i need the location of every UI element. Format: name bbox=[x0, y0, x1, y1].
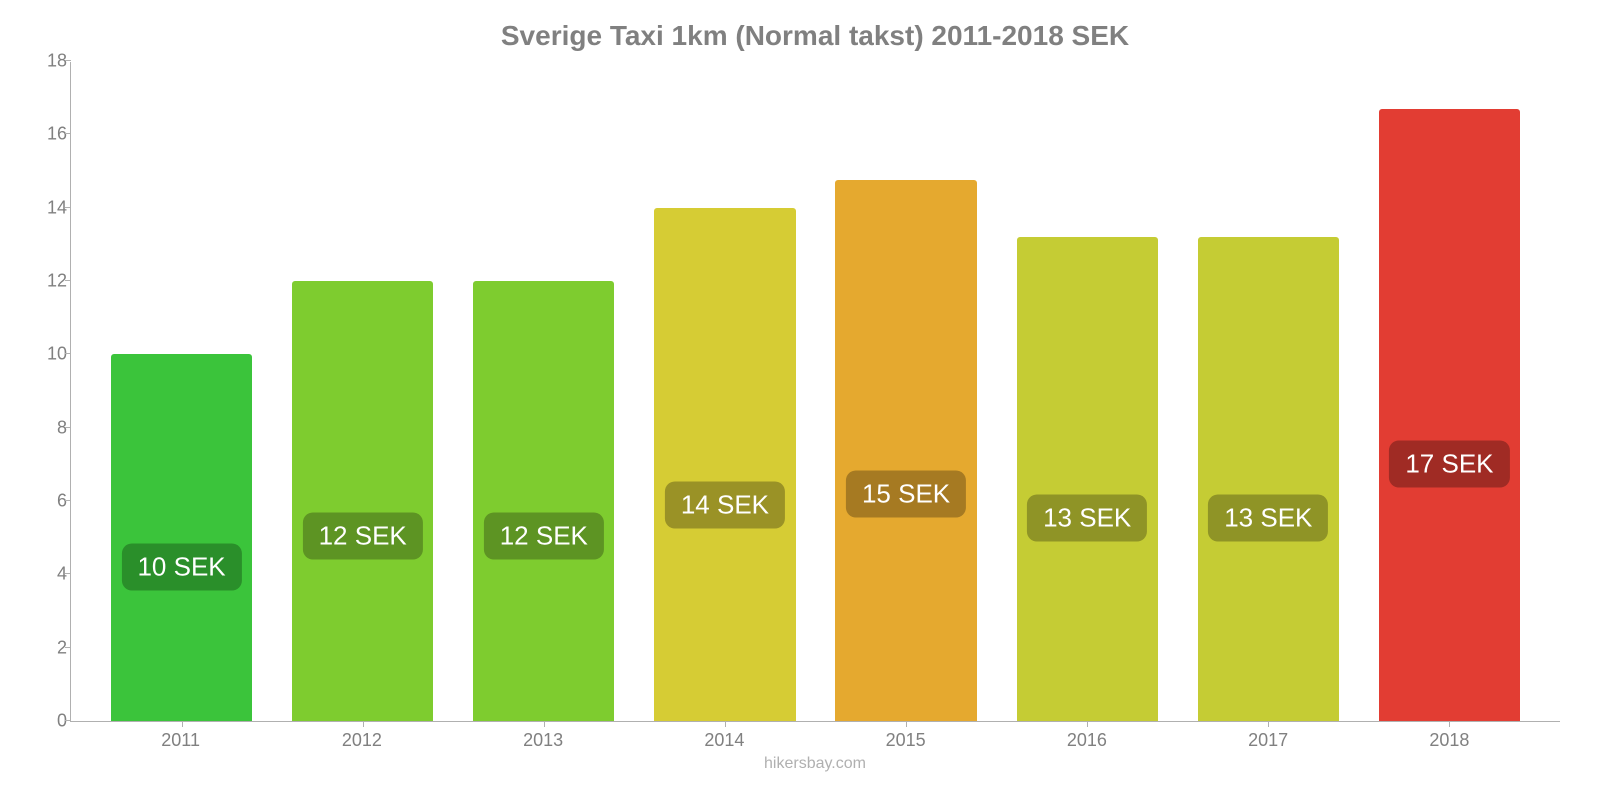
bar-value-badge: 13 SEK bbox=[1027, 494, 1147, 541]
x-axis-label: 2013 bbox=[453, 730, 634, 751]
bar: 17 SEK bbox=[1379, 109, 1520, 721]
bar-slot: 13 SEK bbox=[997, 62, 1178, 721]
x-tick-mark bbox=[1087, 721, 1088, 727]
y-tick-label: 16 bbox=[31, 124, 67, 145]
plot-area: 10 SEK 12 SEK 12 SEK 14 SEK 15 SEK 13 SEK 13 S… bbox=[70, 62, 1560, 722]
x-axis-label: 2016 bbox=[996, 730, 1177, 751]
x-axis-label: 2011 bbox=[90, 730, 271, 751]
bar-slot: 12 SEK bbox=[453, 62, 634, 721]
x-axis-labels: 20112012201320142015201620172018 bbox=[70, 730, 1560, 751]
bar-value-badge: 12 SEK bbox=[303, 513, 423, 560]
x-tick-mark bbox=[906, 721, 907, 727]
y-tick-label: 12 bbox=[31, 271, 67, 292]
x-axis-label: 2018 bbox=[1359, 730, 1540, 751]
y-tick-label: 4 bbox=[31, 564, 67, 585]
bar: 10 SEK bbox=[111, 354, 252, 721]
bar-slot: 14 SEK bbox=[634, 62, 815, 721]
y-tick-mark bbox=[65, 280, 71, 281]
x-tick-mark bbox=[182, 721, 183, 727]
y-tick-mark bbox=[65, 720, 71, 721]
bars-group: 10 SEK 12 SEK 12 SEK 14 SEK 15 SEK 13 SEK 13 S… bbox=[71, 62, 1560, 721]
source-text: hikersbay.com bbox=[70, 755, 1560, 773]
x-axis-label: 2012 bbox=[271, 730, 452, 751]
y-tick-label: 2 bbox=[31, 637, 67, 658]
bar: 13 SEK bbox=[1198, 237, 1339, 721]
bar-value-badge: 17 SEK bbox=[1389, 440, 1509, 487]
y-tick-label: 18 bbox=[31, 51, 67, 72]
y-tick-mark bbox=[65, 207, 71, 208]
x-tick-mark bbox=[363, 721, 364, 727]
y-tick-label: 0 bbox=[31, 711, 67, 732]
y-tick-label: 8 bbox=[31, 417, 67, 438]
chart-title: Sverige Taxi 1km (Normal takst) 2011-201… bbox=[70, 20, 1560, 52]
bar: 12 SEK bbox=[473, 281, 614, 721]
bar-slot: 10 SEK bbox=[91, 62, 272, 721]
bar: 14 SEK bbox=[654, 208, 795, 721]
y-tick-mark bbox=[65, 427, 71, 428]
y-tick-mark bbox=[65, 353, 71, 354]
x-axis-label: 2017 bbox=[1178, 730, 1359, 751]
y-tick-mark bbox=[65, 500, 71, 501]
x-tick-mark bbox=[544, 721, 545, 727]
bar-value-badge: 13 SEK bbox=[1208, 494, 1328, 541]
chart-container: Sverige Taxi 1km (Normal takst) 2011-201… bbox=[0, 0, 1600, 800]
bar: 12 SEK bbox=[292, 281, 433, 721]
bar: 13 SEK bbox=[1017, 237, 1158, 721]
bar-slot: 15 SEK bbox=[816, 62, 997, 721]
bar-value-badge: 12 SEK bbox=[484, 513, 604, 560]
x-axis-label: 2015 bbox=[815, 730, 996, 751]
y-tick-label: 14 bbox=[31, 197, 67, 218]
bar-value-badge: 14 SEK bbox=[665, 482, 785, 529]
x-tick-mark bbox=[1268, 721, 1269, 727]
y-tick-mark bbox=[65, 60, 71, 61]
y-tick-mark bbox=[65, 573, 71, 574]
y-tick-label: 6 bbox=[31, 491, 67, 512]
bar-value-badge: 10 SEK bbox=[121, 544, 241, 591]
x-tick-mark bbox=[1449, 721, 1450, 727]
bar-slot: 13 SEK bbox=[1178, 62, 1359, 721]
bar: 15 SEK bbox=[835, 180, 976, 721]
y-tick-mark bbox=[65, 133, 71, 134]
bar-slot: 12 SEK bbox=[272, 62, 453, 721]
y-tick-mark bbox=[65, 647, 71, 648]
x-tick-mark bbox=[725, 721, 726, 727]
x-axis-label: 2014 bbox=[634, 730, 815, 751]
bar-value-badge: 15 SEK bbox=[846, 470, 966, 517]
bar-slot: 17 SEK bbox=[1359, 62, 1540, 721]
y-tick-label: 10 bbox=[31, 344, 67, 365]
